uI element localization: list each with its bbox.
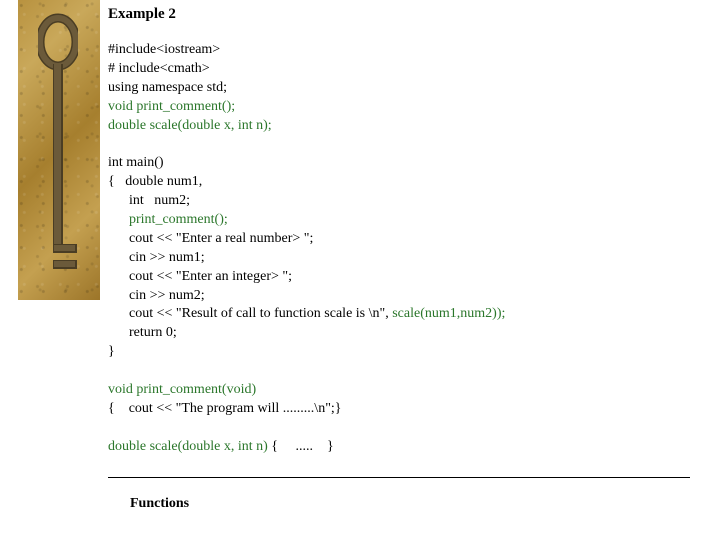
- blank-line: [108, 135, 698, 154]
- code-line: cin >> num1;: [108, 249, 698, 268]
- example-title: Example 2: [108, 6, 698, 23]
- code-line: # include<cmath>: [108, 60, 698, 79]
- fn-call: print_comment();: [129, 212, 228, 227]
- code-line: cout << "Result of call to function scal…: [108, 305, 698, 324]
- cout-text: cout << "Result of call to function scal…: [108, 306, 392, 321]
- code-line: return 0;: [108, 324, 698, 343]
- code-block: #include<iostream> # include<cmath> usin…: [108, 41, 698, 457]
- code-line: cout << "Enter a real number> ";: [108, 230, 698, 249]
- code-line: cin >> num2;: [108, 287, 698, 306]
- key-icon: [38, 10, 78, 290]
- code-line: void print_comment();: [108, 98, 698, 117]
- code-line: print_comment();: [108, 211, 698, 230]
- code-line: double scale(double x, int n);: [108, 117, 698, 136]
- blank-line: [108, 362, 698, 381]
- code-line: cout << "Enter an integer> ";: [108, 268, 698, 287]
- code-line: int num2;: [108, 192, 698, 211]
- fn-body: { ..... }: [268, 439, 334, 454]
- code-line: void print_comment(void): [108, 381, 698, 400]
- indent: [108, 212, 129, 227]
- content-area: Example 2 #include<iostream> # include<c…: [108, 6, 698, 457]
- blank-line: [108, 419, 698, 438]
- code-line: }: [108, 343, 698, 362]
- code-line: { cout << "The program will .........\n"…: [108, 400, 698, 419]
- divider: [108, 477, 690, 478]
- code-line: double scale(double x, int n) { ..... }: [108, 438, 698, 457]
- code-line: using namespace std;: [108, 79, 698, 98]
- sidebar-texture: [18, 0, 100, 300]
- code-line: #include<iostream>: [108, 41, 698, 60]
- code-line: int main(): [108, 154, 698, 173]
- footer-label: Functions: [130, 496, 189, 512]
- fn-call: scale(num1,num2));: [392, 306, 505, 321]
- fn-sig: double scale(double x, int n): [108, 439, 268, 454]
- code-line: { double num1,: [108, 173, 698, 192]
